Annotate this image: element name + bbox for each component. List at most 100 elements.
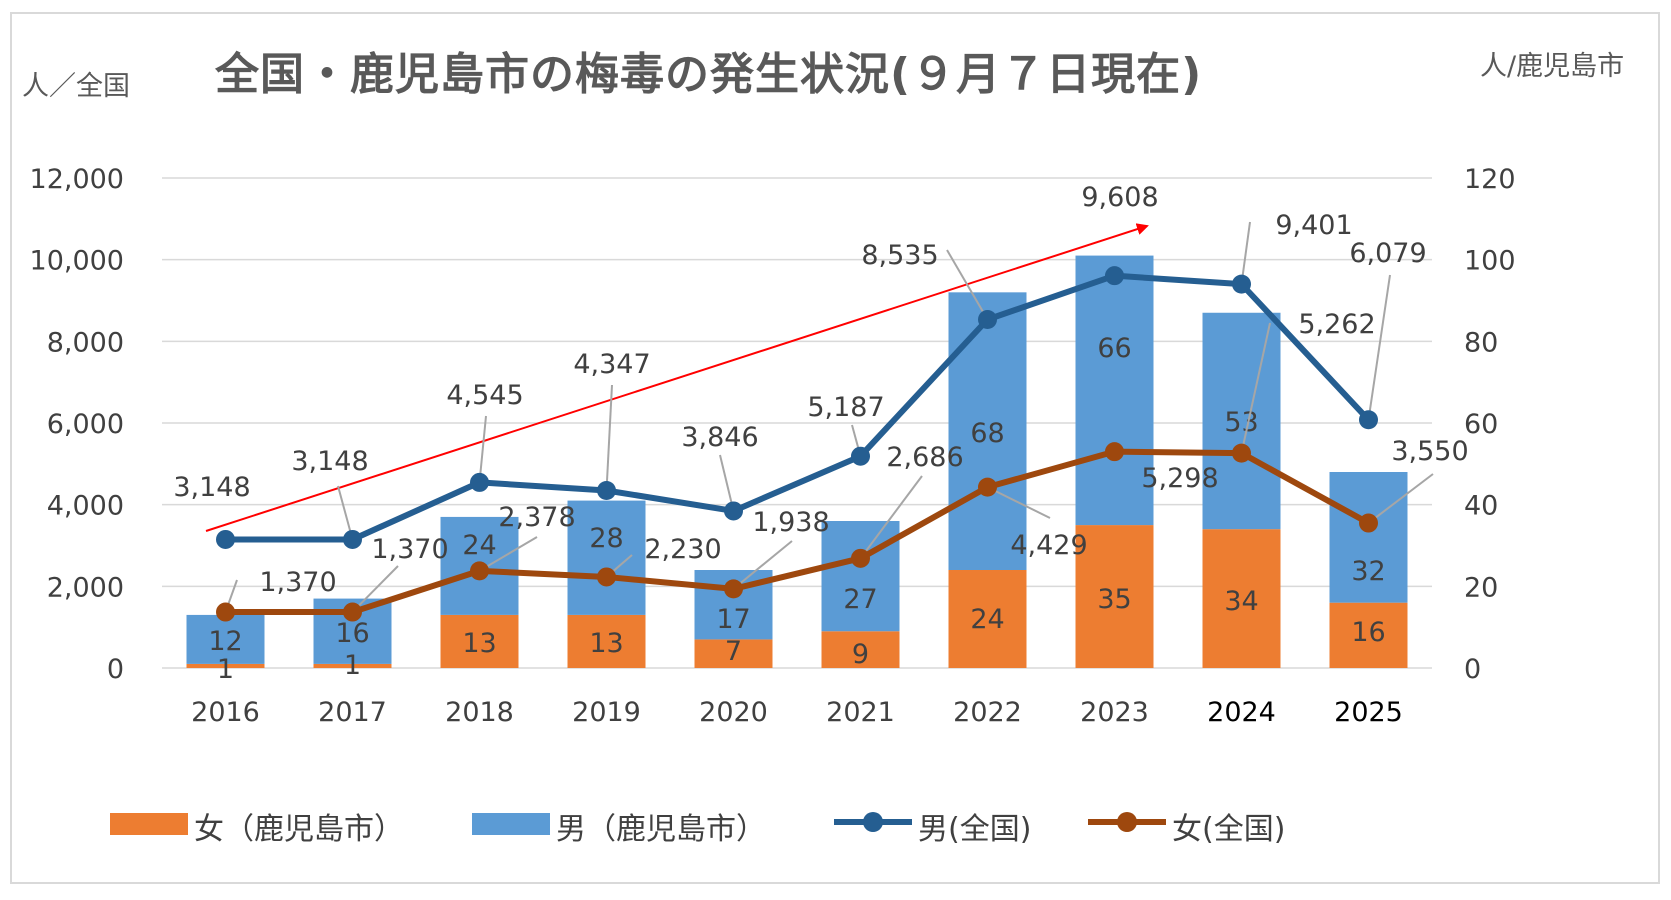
male-national-point [597, 480, 616, 500]
leader-line [478, 415, 487, 483]
leader-line [478, 536, 538, 572]
bar-label-female-kagoshima: 16 [1351, 617, 1385, 648]
x-tick-label: 2025 [1334, 697, 1403, 728]
bar-label-male-kagoshima: 17 [716, 604, 750, 635]
legend-swatch-male-national [834, 812, 912, 832]
male-national-point [216, 529, 235, 549]
male-national-line [225, 272, 1371, 543]
male-national-data-label: 4,347 [573, 349, 650, 380]
leader-line [946, 249, 989, 320]
male-national-data-label: 8,535 [861, 240, 938, 271]
leader-line [859, 475, 923, 559]
male-national-point [343, 529, 362, 549]
leader-lines [224, 221, 1434, 613]
legend-swatch-male-kagoshima [472, 813, 550, 835]
bar-male-kagoshima [948, 292, 1027, 570]
female-national-data-label: 2,230 [644, 534, 721, 565]
female-national-point [1359, 513, 1378, 533]
female-national-data-label: 5,262 [1298, 309, 1375, 340]
bar-label-female-kagoshima: 9 [852, 639, 869, 670]
bar-label-female-kagoshima: 1 [217, 654, 234, 685]
female-national-data-label: 1,370 [371, 534, 448, 565]
x-tick-label: 2020 [699, 697, 768, 728]
bar-female-kagoshima [1202, 529, 1281, 668]
y-right-tick-label: 40 [1464, 491, 1498, 522]
male-national-point [1105, 266, 1124, 286]
bar-label-male-kagoshima: 32 [1351, 556, 1385, 587]
female-national-point [978, 477, 997, 497]
male-national-data-label: 5,187 [807, 392, 884, 423]
male-national-data-label: 3,148 [291, 446, 368, 477]
male-national-data-label: 4,545 [446, 380, 523, 411]
bar-male-kagoshima [1202, 312, 1281, 530]
female-national-point [343, 602, 362, 622]
bar-male-kagoshima [1075, 255, 1154, 526]
bar-male-kagoshima [186, 614, 265, 664]
bar-female-kagoshima [1329, 602, 1408, 668]
bar-female-kagoshima [186, 663, 265, 668]
y-left-tick-label: 4,000 [47, 491, 124, 522]
female-national-data-label: 2,378 [498, 502, 575, 533]
bars [186, 255, 1408, 668]
y-left-tick-label: 0 [107, 654, 124, 685]
y-right-tick-label: 60 [1464, 409, 1498, 440]
male-national-data-label: 9,401 [1275, 210, 1352, 241]
bar-label-female-kagoshima: 1 [344, 650, 361, 681]
bar-female-kagoshima [313, 663, 392, 668]
y-right-tick-label: 20 [1464, 572, 1498, 603]
trend-arrow-group [205, 223, 1149, 532]
male-national-data-label: 6,079 [1349, 238, 1426, 269]
y-left-tick-label: 2,000 [47, 572, 124, 603]
leader-line [1367, 473, 1434, 524]
bar-female-kagoshima [1075, 525, 1154, 668]
y-left-tick-label: 6,000 [47, 409, 124, 440]
y-left-tick-label: 12,000 [30, 164, 124, 195]
line-labels: 3,148 1,370 3,148 1,370 4,545 2,378 4,347 2,230… [173, 182, 1468, 598]
y-left-tick-label: 8,000 [47, 327, 124, 358]
female-national-data-label: 4,429 [1010, 530, 1087, 561]
x-tick-label: 2016 [191, 697, 260, 728]
female-national-point [470, 561, 489, 581]
female-national-data-label: 2,686 [886, 442, 963, 473]
bar-label-female-kagoshima: 13 [462, 628, 496, 659]
bar-female-kagoshima [440, 614, 519, 668]
national-lines [216, 266, 1378, 622]
female-national-point [216, 602, 235, 622]
leader-line [605, 384, 613, 491]
leader-line [1240, 322, 1271, 454]
leader-line [1367, 274, 1391, 420]
male-national-point [1232, 274, 1251, 294]
y-right-tick-label: 120 [1464, 164, 1516, 195]
bar-label-female-kagoshima: 7 [725, 636, 742, 667]
y-right-tick-label: 100 [1464, 246, 1516, 277]
female-national-point [724, 579, 743, 599]
chart-title: 全国・鹿児島市の梅毒の発生状況(９月７日現在) [215, 49, 1203, 100]
legend-label-female-kagoshima: 女（鹿児島市） [194, 812, 404, 847]
female-national-data-label: 5,298 [1141, 463, 1218, 494]
male-national-point [470, 472, 489, 492]
bar-label-male-kagoshima: 66 [1097, 333, 1131, 364]
legend-label-male-national: 男(全国) [918, 812, 1032, 847]
legend-label-male-kagoshima: 男（鹿児島市） [556, 812, 766, 847]
male-national-point [724, 501, 743, 521]
bar-male-kagoshima [567, 500, 646, 615]
female-national-point [1232, 443, 1251, 463]
leader-line [351, 565, 399, 613]
x-tick-label: 2017 [318, 697, 387, 728]
leader-line [719, 454, 735, 512]
x-tick-label: 2021 [826, 697, 895, 728]
female-national-line [225, 448, 1370, 616]
bar-label-female-kagoshima: 13 [589, 628, 623, 659]
x-tick-label: 2022 [953, 697, 1022, 728]
x-tick-label: 2018 [445, 697, 514, 728]
male-national-data-label: 3,846 [681, 422, 758, 453]
bar-female-kagoshima [567, 614, 646, 668]
chart-frame [10, 12, 1660, 884]
x-tick-label: 2024 [1207, 697, 1276, 728]
female-national-point [597, 567, 616, 587]
bar-label-male-kagoshima: 12 [208, 626, 242, 657]
bar-label-male-kagoshima: 28 [589, 523, 623, 554]
y-left-tick-label: 10,000 [30, 246, 124, 277]
x-tick-label: 2023 [1080, 697, 1149, 728]
